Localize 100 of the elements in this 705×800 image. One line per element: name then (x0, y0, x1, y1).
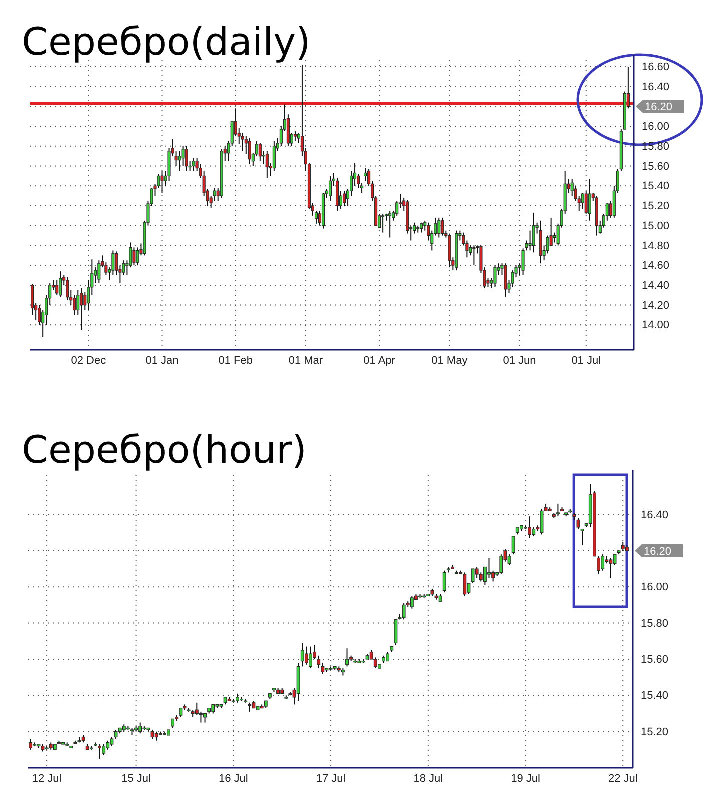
y-tick-label: 14.20 (642, 300, 670, 312)
candlestick (342, 190, 346, 206)
y-tick-label: 16.40 (642, 81, 670, 94)
candlestick (512, 536, 516, 556)
x-tick-label: 12 Jul (32, 772, 62, 785)
candlestick (570, 178, 574, 197)
candlestick (178, 150, 182, 172)
candlestick (154, 731, 158, 742)
candlestick (556, 503, 560, 518)
candlestick (463, 572, 467, 597)
y-tick-label: 15.00 (642, 220, 670, 232)
candlestick (420, 222, 424, 234)
candlestick (160, 170, 164, 194)
candlestick (504, 263, 508, 298)
candlestick (328, 176, 332, 202)
candlestick (580, 528, 584, 546)
candlestick (56, 280, 59, 296)
candlestick (98, 744, 102, 760)
candlestick (528, 516, 532, 539)
candlestick (588, 178, 592, 222)
candlestick (212, 704, 216, 714)
chart-title: Серебро(hour) (22, 428, 307, 472)
candlestick (438, 217, 441, 238)
candlestick (532, 526, 536, 537)
y-tick-label: 14.80 (642, 240, 670, 252)
chart-title: Серебро(daily) (22, 20, 311, 64)
y-tick-label: 15.20 (642, 200, 670, 213)
candlestick (382, 213, 385, 234)
candlestick (540, 508, 544, 536)
candlestick (272, 140, 276, 172)
candlestick (581, 192, 584, 210)
candlestick (522, 248, 525, 276)
candlestick (386, 652, 390, 662)
candlestick (488, 558, 491, 579)
candlestick (472, 245, 476, 266)
candlestick (29, 738, 33, 750)
candlestick (102, 744, 106, 756)
candlestick (508, 554, 512, 566)
y-tick-label: 16.60 (642, 61, 670, 74)
candlestick (171, 718, 175, 729)
y-tick-label: 16.40 (641, 509, 669, 522)
y-tick-label: 15.40 (641, 690, 669, 702)
candlestick (500, 554, 504, 575)
y-tick-label: 15.80 (641, 618, 669, 630)
candlestick (609, 558, 613, 579)
text: 16.20 (645, 102, 673, 114)
candlestick (492, 570, 496, 582)
candlestick (59, 271, 62, 298)
text: 16.20 (644, 546, 672, 558)
x-tick-label: 01 Mar (288, 354, 324, 367)
x-tick-label: 18 Jul (414, 772, 444, 785)
candlestick (304, 646, 308, 666)
y-tick-label: 15.60 (641, 654, 669, 666)
candlestick (73, 294, 76, 316)
x-tick-label: 22 Jul (608, 772, 638, 785)
candlestick (584, 190, 588, 214)
y-tick-label: 15.40 (642, 180, 670, 193)
candlestick (110, 736, 114, 747)
candlestick (442, 570, 446, 594)
candlestick (300, 642, 304, 668)
x-tick-label: 01 Feb (218, 354, 253, 367)
candlestick (402, 602, 406, 620)
candlestick (136, 247, 140, 266)
x-tick-label: 17 Jul (316, 772, 346, 785)
candlestick (532, 212, 536, 254)
x-tick-label: 01 Jun (503, 354, 536, 367)
candlestick (441, 217, 444, 236)
y-tick-label: 16.00 (642, 121, 670, 134)
candlestick (364, 168, 368, 182)
candlestick (199, 711, 203, 724)
x-tick-label: 01 Jan (146, 354, 179, 367)
candlestick (475, 566, 479, 579)
candlestick (150, 730, 154, 740)
candlestick (309, 646, 312, 670)
candlestick (31, 284, 34, 316)
candlestick (192, 158, 196, 172)
x-tick-label: 01 Jul (572, 354, 602, 367)
y-tick-label: 14.60 (642, 260, 670, 272)
candlestick (258, 142, 262, 162)
x-tick-label: 16 Jul (218, 772, 248, 785)
candlestick (185, 146, 188, 172)
candlestick (248, 138, 252, 165)
y-tick-label: 16.00 (641, 582, 669, 594)
x-tick-label: 01 May (432, 354, 468, 367)
candlestick (80, 288, 84, 331)
candlestick (112, 250, 115, 276)
y-tick-label: 15.20 (641, 726, 669, 738)
candlestick (346, 648, 349, 668)
candlestick (248, 702, 252, 712)
candlestick (132, 247, 136, 266)
candlestick (294, 131, 297, 142)
candlestick (266, 150, 269, 179)
candlestick (576, 518, 580, 530)
x-tick-label: 15 Jul (122, 772, 151, 785)
candlestick (179, 708, 183, 718)
candlestick (410, 596, 414, 610)
candlestick (394, 619, 398, 646)
candlestick (494, 265, 497, 288)
candlestick (182, 146, 185, 167)
y-tick-label: 14.00 (642, 320, 670, 332)
